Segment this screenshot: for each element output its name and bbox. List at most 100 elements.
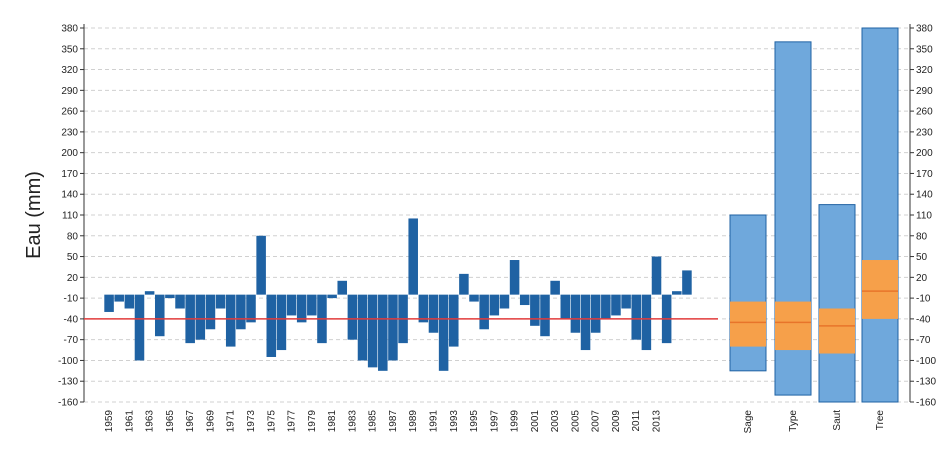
left-tick-label: 350 <box>61 44 78 55</box>
x-tick-label: 1993 <box>449 410 460 433</box>
x-tick-label: 1983 <box>347 410 358 433</box>
left-tick-label: 230 <box>61 127 78 138</box>
left-tick-label: 320 <box>61 65 78 76</box>
bar-2009 <box>611 294 621 316</box>
x-tick-label: 1981 <box>327 410 338 433</box>
right-tick-label: 50 <box>916 252 928 263</box>
left-tick-label: -70 <box>64 335 79 346</box>
bar-1962 <box>134 294 145 361</box>
bar-56 <box>672 291 682 295</box>
bar-1979 <box>307 294 317 316</box>
bar-1981 <box>327 294 337 299</box>
x-tick-label: 1961 <box>124 410 135 433</box>
x-tick-label: 1997 <box>489 410 500 433</box>
x-tick-label: 2005 <box>570 410 581 433</box>
bar-1969 <box>205 294 216 330</box>
summary-boxes: Sage Type Saut Tree <box>729 27 899 434</box>
bar-1991 <box>428 294 439 333</box>
x-tick-label: 1967 <box>185 410 196 433</box>
right-tick-label: -160 <box>916 398 936 409</box>
left-tick-label: 290 <box>61 86 78 97</box>
right-tick-label: -10 <box>916 294 931 305</box>
right-tick-label: 200 <box>916 148 933 159</box>
bar-2001 <box>530 294 540 326</box>
bar-1993 <box>448 294 459 347</box>
bar-2005 <box>570 294 581 333</box>
bar-1964 <box>154 294 165 337</box>
bar-1996 <box>479 294 489 330</box>
bar-2010 <box>621 294 631 309</box>
left-tick-label: 140 <box>61 190 78 201</box>
bar-1977 <box>286 294 297 316</box>
left-tick-label: -40 <box>64 314 79 325</box>
x-tick-label: 1987 <box>388 410 399 433</box>
bar-1986 <box>378 294 388 371</box>
bar-1998 <box>499 294 510 309</box>
bar-2006 <box>580 294 591 351</box>
right-tick-label: 110 <box>916 211 932 222</box>
bar-1983 <box>347 294 358 340</box>
bar-2011 <box>631 294 642 340</box>
right-tick-label: -40 <box>916 314 931 325</box>
x-tick-label: 1959 <box>104 410 115 433</box>
iqr-band-tree <box>862 260 898 319</box>
right-tick-label: 380 <box>916 24 933 35</box>
summary-label-sage: Sage <box>743 410 754 434</box>
x-tick-label: 2011 <box>631 410 642 432</box>
right-tick-label: -130 <box>916 377 936 388</box>
x-tick-label: 1973 <box>246 410 257 433</box>
x-tick-labels: 1959 1961 1963 1965 1967 1969 1971 1973 1975 1977… <box>104 410 662 433</box>
x-tick-label: 1971 <box>226 410 237 433</box>
bar-1990 <box>418 294 429 323</box>
x-tick-label: 1995 <box>469 410 480 433</box>
x-tick-label: 2013 <box>652 410 663 433</box>
right-tick-label: -70 <box>916 335 931 346</box>
y-axis-label: Eau (mm) <box>23 171 45 259</box>
bar-1966 <box>175 294 185 309</box>
left-tick-label: 110 <box>62 211 78 222</box>
range-bar-saut <box>818 204 856 403</box>
bar-2007 <box>590 294 601 333</box>
x-tick-label: 1991 <box>428 410 439 433</box>
bar-1992 <box>438 294 449 371</box>
bar-2002 <box>540 294 550 337</box>
right-tick-label: -100 <box>916 356 936 367</box>
x-tick-label: 2003 <box>550 410 561 433</box>
bar-2008 <box>601 294 611 319</box>
bar-1984 <box>357 294 368 361</box>
right-tick-label: 230 <box>916 127 933 138</box>
left-tick-label: -100 <box>58 356 78 367</box>
bar-1959 <box>104 294 114 312</box>
x-tick-label: 1969 <box>205 410 216 433</box>
iqr-band-sage <box>730 301 766 347</box>
left-y-axis: 380 350 320 290 260 230 200 170 140 110 80 50 20 -10 -… <box>58 24 85 409</box>
bar-1963 <box>144 291 155 295</box>
bar-1968 <box>195 294 206 340</box>
summary-label-tree: Tree <box>875 410 886 431</box>
left-tick-label: 200 <box>61 148 78 159</box>
right-tick-label: 320 <box>916 65 933 76</box>
bar-2013 <box>651 256 662 295</box>
left-tick-label: 20 <box>67 273 79 284</box>
x-tick-label: 2009 <box>611 410 622 433</box>
left-tick-label: 260 <box>61 107 78 118</box>
left-tick-label: -130 <box>58 377 78 388</box>
bar-2003 <box>550 280 560 295</box>
left-tick-label: 50 <box>67 252 79 263</box>
bar-1975 <box>266 294 277 357</box>
bar-57 <box>682 270 692 295</box>
bar-1978 <box>296 294 307 323</box>
bar-1970 <box>215 294 226 309</box>
x-tick-label: 2007 <box>591 410 602 433</box>
x-tick-label: 2001 <box>530 410 541 433</box>
x-tick-label: 1989 <box>408 410 419 433</box>
left-tick-label: 80 <box>67 231 79 242</box>
bar-2000 <box>519 294 530 306</box>
bar-1974 <box>256 235 266 295</box>
bar-1997 <box>489 294 500 316</box>
right-y-axis: 380 350 320 290 260 230 200 170 140 110 80 50 20 -10 -… <box>909 24 936 409</box>
right-tick-label: 260 <box>916 107 933 118</box>
bar-1999 <box>509 260 520 295</box>
left-tick-label: 170 <box>61 169 78 180</box>
